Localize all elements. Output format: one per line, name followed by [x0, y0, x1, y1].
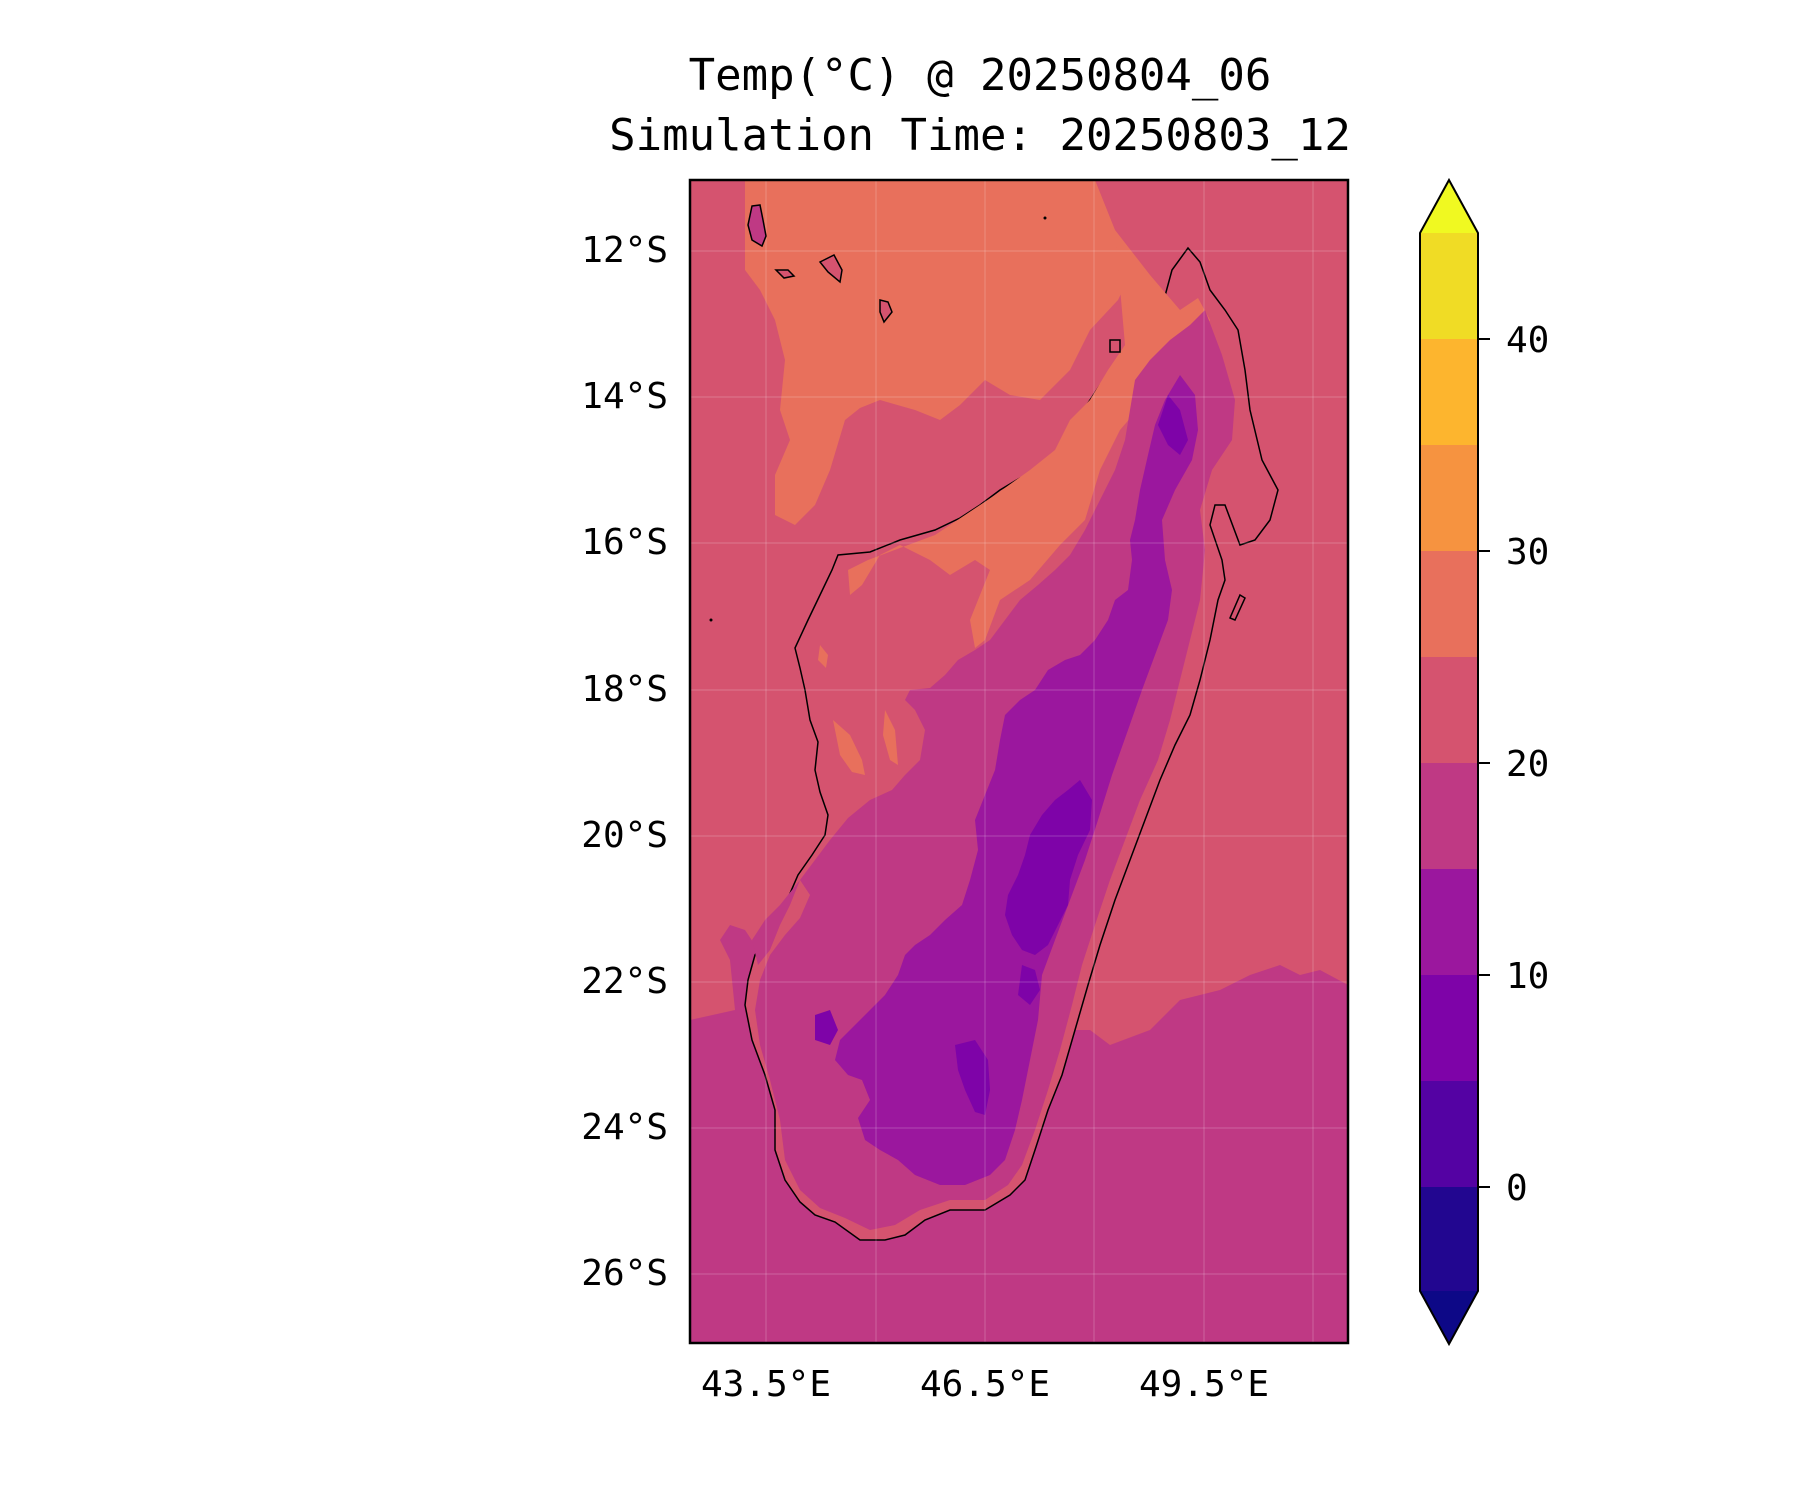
cold-core-mid: [1018, 965, 1040, 1005]
warm-patch-west-3: [818, 645, 828, 668]
lat-tick-label: 16°S: [581, 522, 668, 563]
colorbar-bin-15-20: [1420, 763, 1478, 869]
colorbar-extend-bottom: [1420, 1291, 1478, 1344]
colorbar-extend-top: [1420, 180, 1478, 233]
lat-tick-label: 24°S: [581, 1107, 668, 1148]
island-mayotte: [879, 299, 893, 324]
colorbar-ticks: [1478, 338, 1490, 1188]
colorbar-bin-20-25: [1420, 657, 1478, 763]
lat-tick-label: 22°S: [581, 961, 668, 1002]
colorbar-tick-label: 40: [1506, 320, 1549, 361]
island-sainte-marie: [1229, 593, 1246, 621]
colorbar-tick-label: 0: [1506, 1168, 1528, 1209]
lat-tick-label: 26°S: [581, 1253, 668, 1294]
island-moheli: [774, 269, 796, 279]
island-dot-west: [709, 618, 713, 622]
latitude-axis: 12°S 14°S 16°S 18°S 20°S 22°S 24°S 26°S: [581, 230, 668, 1294]
lat-tick-label: 12°S: [581, 230, 668, 271]
colorbar-bin-35-40: [1420, 339, 1478, 445]
warm-region-northwest: [745, 180, 1135, 525]
colorbar-bin-30-35: [1420, 445, 1478, 551]
colorbar-bin-neg5-0: [1420, 1187, 1478, 1291]
lon-tick-label: 49.5°E: [1139, 1364, 1269, 1405]
cool-highlands-15-20: [752, 310, 1235, 1230]
grid-lines: [690, 180, 1348, 1343]
colorbar-bin-40-45: [1420, 233, 1478, 339]
colorbar-tick-label: 10: [1506, 956, 1549, 997]
cold-highlands-10-15: [835, 375, 1198, 1185]
island-anjouan: [818, 254, 843, 284]
temperature-field: [690, 180, 1348, 1343]
lon-tick-label: 43.5°E: [701, 1364, 831, 1405]
colorbar-bin-25-30: [1420, 551, 1478, 657]
lon-tick-label: 46.5°E: [920, 1364, 1050, 1405]
colorbar: 40 30 20 10 0: [1419, 177, 1549, 1347]
colorbar-outline: [1419, 177, 1479, 1347]
warm-patch-north-coast: [848, 230, 1210, 648]
warm-patch-west-2: [883, 710, 898, 765]
cold-core-south-2: [815, 1010, 838, 1045]
cold-core-south: [955, 1040, 990, 1115]
colorbar-bin-10-15: [1420, 869, 1478, 975]
lat-tick-label: 14°S: [581, 376, 668, 417]
colorbar-bin-5-10: [1420, 975, 1478, 1081]
island-dot-north: [1043, 216, 1047, 220]
island-grande-comore: [747, 204, 767, 248]
cold-core-north: [1158, 395, 1188, 455]
lat-tick-label: 20°S: [581, 815, 668, 856]
warm-patch-west: [833, 720, 865, 775]
map-frame: [688, 178, 1350, 1345]
colorbar-bin-0-5: [1420, 1081, 1478, 1187]
title-line-variable: Temp(°C) @ 20250804_06: [688, 50, 1272, 101]
colorbar-tick-label: 20: [1506, 744, 1549, 785]
coldest-core-5-10: [1005, 780, 1092, 955]
colorbar-tick-label: 30: [1506, 532, 1549, 573]
longitude-axis: 43.5°E 46.5°E 49.5°E: [701, 1364, 1269, 1405]
island-nosy-be: [1109, 339, 1121, 353]
title-line-simulation-time: Simulation Time: 20250803_12: [609, 110, 1351, 161]
lat-tick-label: 18°S: [581, 669, 668, 710]
